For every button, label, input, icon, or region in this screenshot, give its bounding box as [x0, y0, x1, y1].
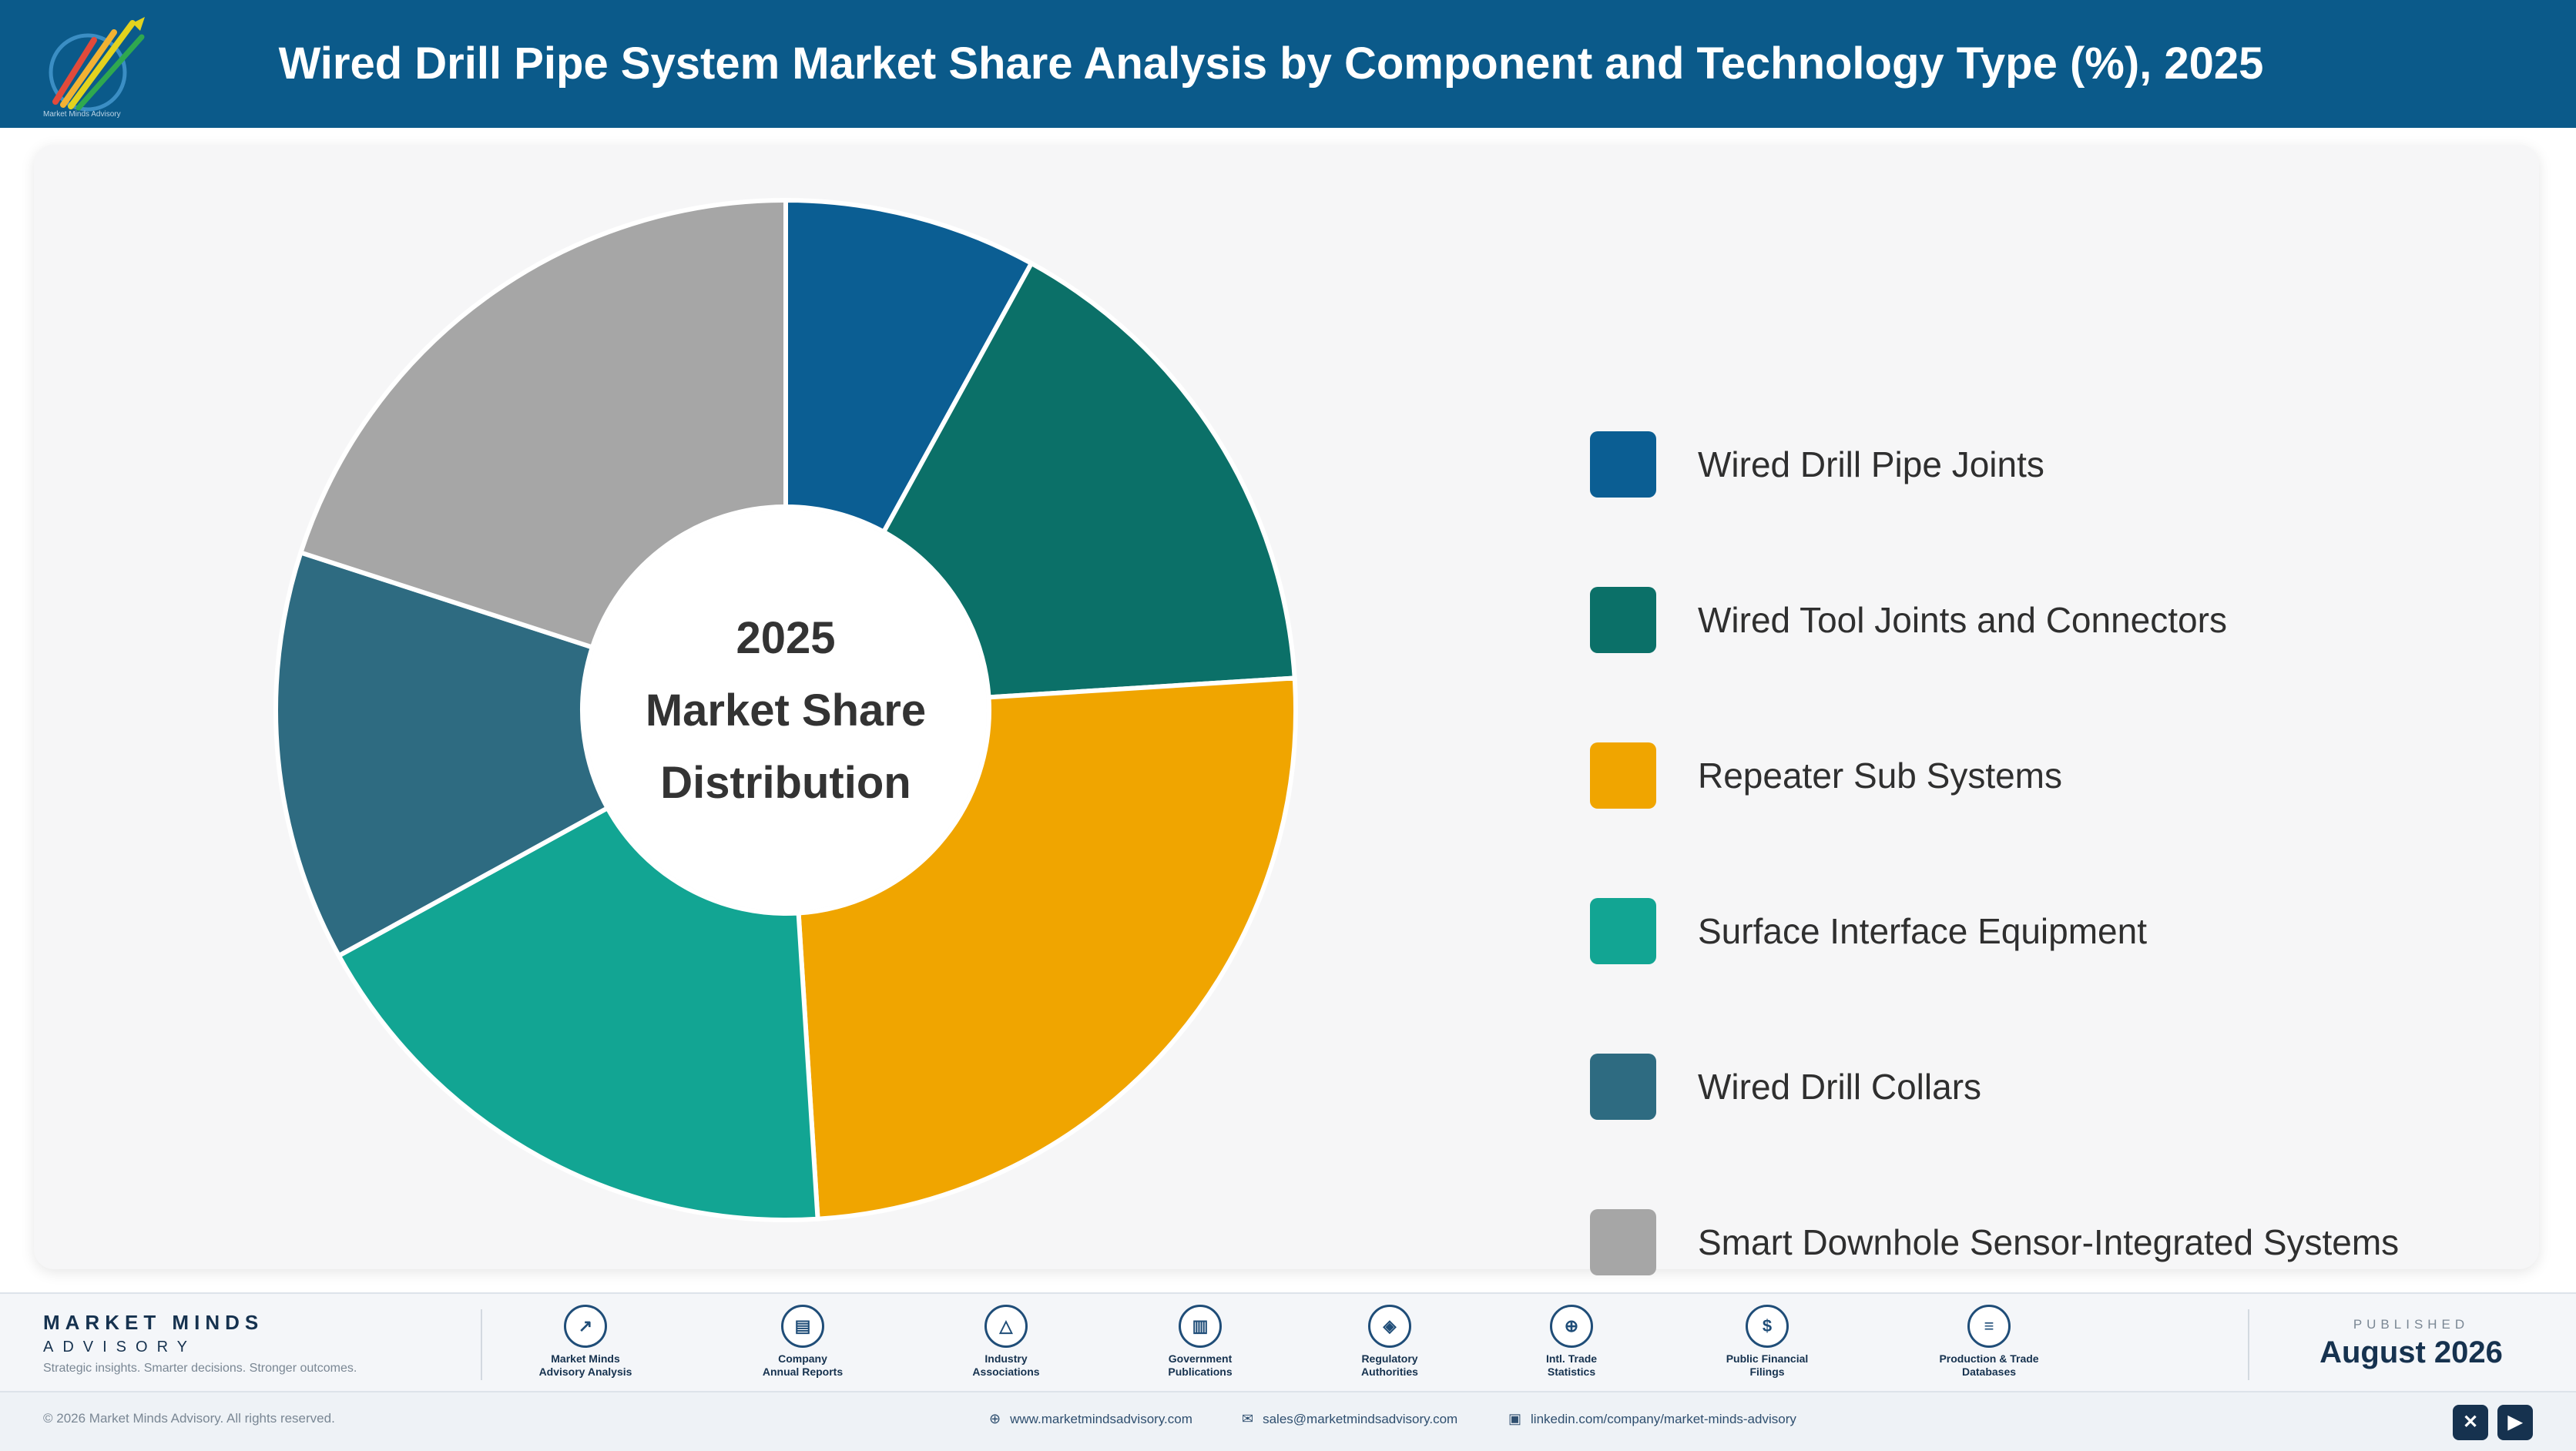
source-label: Government Publications [1168, 1352, 1233, 1378]
footer-bottom-bar: © 2026 Market Minds Advisory. All rights… [0, 1391, 2576, 1451]
legend-label: Wired Tool Joints and Connectors [1698, 600, 2227, 640]
footer: MARKET MINDS ADVISORY Strategic insights… [0, 1292, 2576, 1451]
legend-label: Wired Drill Pipe Joints [1698, 444, 2044, 484]
donut-center [585, 509, 987, 911]
copyright-text: © 2026 Market Minds Advisory. All rights… [43, 1411, 335, 1426]
mail-icon: ✉ [1242, 1411, 1254, 1426]
legend-label: Smart Downhole Sensor-Integrated Systems [1698, 1222, 2400, 1262]
published-date: August 2026 [2319, 1335, 2503, 1369]
donut-chart: 2025 Market Share Distribution [273, 197, 1298, 1222]
website-text[interactable]: www.marketmindsadvisory.com [1010, 1412, 1192, 1426]
footer-divider [2248, 1309, 2249, 1380]
center-label-line: 2025 [736, 613, 835, 663]
email-link[interactable]: ✉ sales@marketmindsadvisory.com [1242, 1411, 1457, 1427]
source-item: $ Public Financial Filings [1682, 1305, 1852, 1379]
legend-label: Wired Drill Collars [1698, 1067, 1982, 1107]
logo-text: Market Minds Advisory [43, 110, 121, 119]
globe-icon: ⊕ [989, 1411, 1001, 1426]
source-item: ▤ Company Annual Reports [718, 1305, 887, 1379]
brand-name: MARKET MINDS [43, 1311, 264, 1334]
legend-swatch [1590, 431, 1656, 498]
footer-divider [481, 1309, 482, 1380]
legend-item: Wired Drill Collars [1590, 1054, 2561, 1120]
center-label-line: Distribution [660, 758, 911, 808]
source-label: Industry Associations [972, 1352, 1040, 1378]
legend-swatch [1590, 587, 1656, 653]
page-title: Wired Drill Pipe System Market Share Ana… [278, 39, 2264, 89]
legend-label: Surface Interface Equipment [1698, 911, 2147, 951]
shield-icon: ◈ [1368, 1305, 1411, 1348]
source-label: Company Annual Reports [762, 1352, 844, 1378]
pie-slice-wired-drill-pipe-joints [783, 197, 1035, 535]
youtube-social-icon[interactable]: ▶ [2497, 1405, 2533, 1440]
network-icon: △ [984, 1305, 1028, 1348]
source-item: ◈ Regulatory Authorities [1305, 1305, 1474, 1379]
legend-item: Wired Tool Joints and Connectors [1590, 587, 2561, 653]
pie-slice-wired-tool-joints-and-connectors [880, 260, 1297, 700]
brand-tagline: Strategic insights. Smarter decisions. S… [43, 1362, 357, 1375]
x-social-icon[interactable]: ✕ [2453, 1405, 2488, 1440]
building-icon: ▥ [1179, 1305, 1222, 1348]
header-bar: Market Minds Advisory Wired Drill Pipe S… [0, 0, 2576, 128]
legend-swatch [1590, 742, 1656, 809]
source-label: Intl. Trade Statistics [1545, 1352, 1598, 1378]
linkedin-link[interactable]: ▣ linkedin.com/company/market-minds-advis… [1508, 1411, 1796, 1427]
linkedin-text[interactable]: linkedin.com/company/market-minds-adviso… [1531, 1412, 1796, 1426]
dollar-icon: $ [1746, 1305, 1789, 1348]
legend-item: Surface Interface Equipment [1590, 898, 2561, 964]
legend-swatch [1590, 1054, 1656, 1120]
published-label: PUBLISHED [2353, 1317, 2470, 1332]
legend-item: Repeater Sub Systems [1590, 742, 2561, 809]
source-item: ▥ Government Publications [1115, 1305, 1285, 1379]
source-item: △ Industry Associations [921, 1305, 1091, 1379]
brand-sub: ADVISORY [43, 1339, 196, 1355]
pie-slice-repeater-sub-systems [796, 675, 1298, 1221]
document-icon: ▤ [781, 1305, 824, 1348]
source-label: Public Financial Filings [1726, 1352, 1809, 1378]
email-text[interactable]: sales@marketmindsadvisory.com [1263, 1412, 1458, 1426]
source-item: ↗ Market Minds Advisory Analysis [501, 1305, 670, 1379]
source-item: ≡ Production & Trade Databases [1904, 1305, 2074, 1379]
legend-swatch [1590, 1209, 1656, 1275]
logo-icon [49, 17, 145, 112]
pie-slice-smart-downhole-sensor-integrated-systems [297, 197, 788, 651]
chart-panel: 2025 Market Share Distribution Wired Drill… [34, 145, 2539, 1275]
center-label-line: Market Share [646, 685, 926, 736]
source-label: Market Minds Advisory Analysis [538, 1352, 632, 1378]
globe-icon: ⊕ [1550, 1305, 1593, 1348]
legend-label: Repeater Sub Systems [1698, 756, 2063, 796]
legend-swatch [1590, 898, 1656, 964]
source-item: ⊕ Intl. Trade Statistics [1487, 1305, 1656, 1379]
pie-slice-surface-interface-equipment [335, 805, 820, 1222]
database-icon: ≡ [1967, 1305, 2011, 1348]
website-link[interactable]: ⊕ www.marketmindsadvisory.com [989, 1411, 1192, 1427]
source-label: Regulatory Authorities [1361, 1352, 1418, 1378]
chart-line-icon: ↗ [564, 1305, 607, 1348]
legend-item: Smart Downhole Sensor-Integrated Systems [1590, 1209, 2561, 1275]
legend-item: Wired Drill Pipe Joints [1590, 431, 2561, 498]
pie-slice-wired-drill-collars [273, 549, 611, 959]
linkedin-icon: ▣ [1508, 1411, 1522, 1426]
source-label: Production & Trade Databases [1939, 1352, 2039, 1378]
